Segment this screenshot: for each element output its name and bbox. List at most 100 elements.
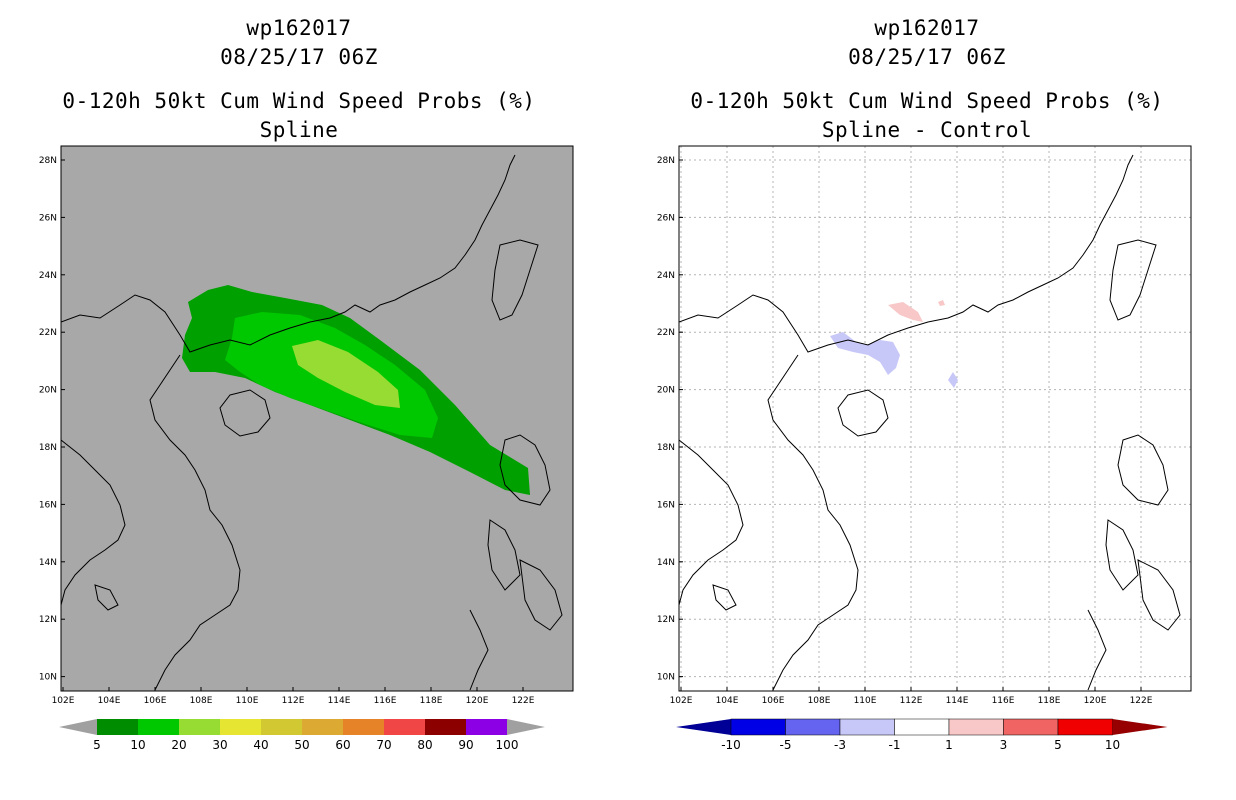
colorbar-label: 20 [171,738,186,752]
coastline [61,154,563,691]
colorbar-label: 5 [1054,738,1062,752]
colorbar-swatch [261,719,302,735]
lat-tick-label: 12N [657,615,675,625]
lon-tick-label: 116E [992,696,1015,706]
colorbar-swatch [343,719,384,735]
lat-tick-label: 20N [39,386,57,396]
lat-tick-label: 18N [39,443,57,453]
colorbar-label: 10 [1105,738,1120,752]
coastline [679,154,1181,691]
lat-tick-label: 20N [657,386,675,396]
colorbar-arrow-right [1112,719,1168,735]
left-map: 28N 26N 24N 22N 20N 18N 16N 14N 12N 10N 102E 104E 10… [39,145,574,752]
colorbar-label: 60 [335,738,350,752]
lon-tick-label: 106E [762,696,785,706]
subtitle: Spline [259,118,339,142]
colorbar-arrow-left [676,719,731,735]
lat-tick-label: 26N [657,213,675,223]
colorbar-label: 80 [417,738,432,752]
lon-tick-label: 110E [854,696,877,706]
colorbar-label: 40 [253,738,268,752]
colorbar-label: 5 [93,738,101,752]
colorbar: -10 -5 -3 -1 1 3 5 10 [676,718,1168,752]
colorbar-arrow-right [507,719,545,735]
lat-tick-label: 28N [39,156,57,166]
lat-tick-label: 22N [657,328,675,338]
colorbar-swatch [1057,718,1113,736]
lat-tick-label: 10N [39,673,57,683]
lon-tick-label: 106E [144,696,167,706]
colorbar-swatch [839,718,895,736]
lon-tick-label: 120E [466,696,489,706]
map-frame [60,145,574,692]
colorbar-swatch [302,719,343,735]
lon-tick-label: 102E [52,696,75,706]
lat-tick-label: 16N [39,500,57,510]
lat-tick-label: 26N [39,213,57,223]
diff-positive-area-2 [938,300,945,306]
colorbar-swatch [785,718,841,736]
colorbar-label: 100 [496,738,519,752]
colorbar-label: -3 [834,738,846,752]
lon-tick-label: 120E [1084,696,1107,706]
storm-id: wp162017 [246,16,352,40]
right-panel: wp162017 08/25/17 06Z 0-120h 50kt Cum Wi… [618,0,1236,800]
lat-tick-label: 14N [39,558,57,568]
colorbar-swatch [466,719,507,735]
colorbar: 5 10 20 30 40 50 60 70 80 90 100 [59,719,545,752]
lat-tick-label: 28N [657,156,675,166]
product-title: 0-120h 50kt Cum Wind Speed Probs (%) [62,89,536,113]
colorbar-label: -10 [721,738,741,752]
lon-tick-label: 116E [374,696,397,706]
lat-tick-label: 24N [657,271,675,281]
colorbar-label: 70 [376,738,391,752]
lon-tick-label: 122E [1130,696,1153,706]
lon-tick-label: 118E [1038,696,1061,706]
lon-tick-label: 114E [328,696,351,706]
colorbar-swatch [220,719,261,735]
diff-negative-area [830,332,900,375]
lon-tick-label: 104E [98,696,121,706]
colorbar-swatch [179,719,220,735]
colorbar-label: 90 [458,738,473,752]
lon-tick-label: 122E [512,696,535,706]
lon-tick-label: 102E [670,696,693,706]
right-map: 28N 26N 24N 22N 20N 18N 16N 14N 12N 10N 102E 104E 10… [657,145,1192,752]
lat-tick-label: 10N [657,673,675,683]
axis-ticks: 28N 26N 24N 22N 20N 18N 16N 14N 12N 10N 102E 104E 10… [657,156,1153,706]
datetime: 08/25/17 06Z [220,45,378,69]
lon-tick-label: 108E [808,696,831,706]
map-background [61,146,573,691]
colorbar-swatch [730,718,786,736]
prob-contour-20 [292,340,400,408]
datetime: 08/25/17 06Z [848,45,1006,69]
colorbar-label: 1 [945,738,953,752]
colorbar-swatch [1003,718,1059,736]
colorbar-label: -1 [889,738,901,752]
colorbar-swatch [894,718,950,736]
lat-tick-label: 16N [657,500,675,510]
left-panel: wp162017 08/25/17 06Z 0-120h 50kt Cum Wi… [39,16,574,752]
lon-tick-label: 118E [420,696,443,706]
axis-ticks: 28N 26N 24N 22N 20N 18N 16N 14N 12N 10N 102E 104E 10… [39,156,535,706]
product-title: 0-120h 50kt Cum Wind Speed Probs (%) [690,89,1164,113]
colorbar-label: -5 [780,738,792,752]
diff-negative-area-2 [948,372,958,388]
lat-tick-label: 22N [39,328,57,338]
subtitle: Spline - Control [821,118,1033,142]
gridlines [679,146,1191,691]
lon-tick-label: 112E [282,696,305,706]
lat-tick-label: 18N [657,443,675,453]
colorbar-swatch [425,719,466,735]
lon-tick-label: 108E [190,696,213,706]
lat-tick-label: 14N [657,558,675,568]
lat-tick-label: 12N [39,615,57,625]
colorbar-label: 10 [130,738,145,752]
diff-positive-area [888,302,923,322]
lon-tick-label: 104E [716,696,739,706]
colorbar-label: 50 [294,738,309,752]
colorbar-swatch [138,719,179,735]
storm-id: wp162017 [874,16,980,40]
colorbar-swatch [97,719,138,735]
colorbar-swatch [948,718,1004,736]
